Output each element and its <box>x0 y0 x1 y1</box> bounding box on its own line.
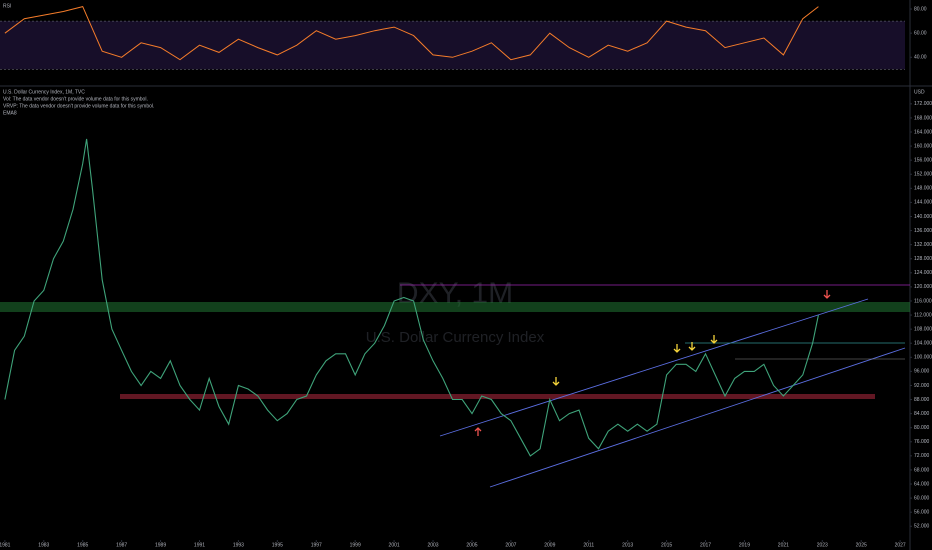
y-tick-label: 52.000 <box>914 524 930 530</box>
support-zone <box>0 302 910 312</box>
y-tick-label: 108.000 <box>914 326 932 332</box>
arrows <box>552 335 718 386</box>
y-tick-label: 64.000 <box>914 481 930 487</box>
y-tick-label: 80.00 <box>914 6 927 12</box>
note: VRVP: The data vendor doesn't provide vo… <box>3 103 154 109</box>
x-tick-label: 2025 <box>856 542 867 548</box>
y-tick-label: 116.000 <box>914 298 932 304</box>
support-zone <box>120 394 875 399</box>
y-tick-label: 60.00 <box>914 30 927 36</box>
x-tick-label: 1983 <box>38 542 49 548</box>
x-tick-label: 2001 <box>389 542 400 548</box>
x-tick-label: 2019 <box>739 542 750 548</box>
watermark-subtitle: U.S. Dollar Currency Index <box>366 329 545 346</box>
x-tick-label: 2009 <box>544 542 555 548</box>
arrows <box>474 290 831 436</box>
x-tick-label: 1999 <box>350 542 361 548</box>
y-tick-label: 120.000 <box>914 284 932 290</box>
y-tick-label: 60.000 <box>914 495 930 501</box>
x-tick-label: 1991 <box>194 542 205 548</box>
y-tick-label: 168.000 <box>914 115 932 121</box>
y-tick-label: 88.000 <box>914 397 930 403</box>
y-tick-label: 76.000 <box>914 439 930 445</box>
x-tick-label: 1987 <box>116 542 127 548</box>
indicator-label: RSI <box>3 3 11 9</box>
y-tick-label: 72.000 <box>914 453 930 459</box>
series-line <box>4 6 819 61</box>
x-tick-label: 2007 <box>505 542 516 548</box>
y-tick-label: 148.000 <box>914 186 932 192</box>
y-tick-label: 84.000 <box>914 411 930 417</box>
channel-line <box>439 298 869 437</box>
note: Vol: The data vendor doesn't provide vol… <box>3 96 148 102</box>
x-tick-label: 2003 <box>427 542 438 548</box>
currency-label: USD <box>914 89 925 95</box>
y-tick-label: 40.00 <box>914 55 927 61</box>
x-tick-label: 1997 <box>311 542 322 548</box>
x-tick-label: 2027 <box>895 542 906 548</box>
note: EMA8 <box>3 110 17 116</box>
x-tick-label: 2017 <box>700 542 711 548</box>
x-tick-label: 1985 <box>77 542 88 548</box>
x-tick-label: 2021 <box>778 542 789 548</box>
y-tick-label: 104.000 <box>914 341 932 347</box>
x-tick-label: 2013 <box>622 542 633 548</box>
x-tick-label: 1989 <box>155 542 166 548</box>
y-tick-label: 132.000 <box>914 242 932 248</box>
y-tick-label: 160.000 <box>914 143 932 149</box>
y-tick-label: 68.000 <box>914 467 930 473</box>
y-tick-label: 172.000 <box>914 101 932 107</box>
y-tick-label: 144.000 <box>914 200 932 206</box>
x-tick-label: 2015 <box>661 542 672 548</box>
y-tick-label: 128.000 <box>914 256 932 262</box>
y-tick-label: 80.000 <box>914 425 930 431</box>
y-tick-label: 96.000 <box>914 369 930 375</box>
y-tick-label: 124.000 <box>914 270 932 276</box>
channel-line <box>489 347 906 488</box>
y-tick-label: 136.000 <box>914 228 932 234</box>
x-tick-label: 1981 <box>0 542 11 548</box>
y-tick-label: 100.000 <box>914 355 932 361</box>
y-tick-label: 152.000 <box>914 172 932 178</box>
y-tick-label: 140.000 <box>914 214 932 220</box>
x-tick-label: 2023 <box>817 542 828 548</box>
x-tick-label: 1995 <box>272 542 283 548</box>
rsi-band <box>0 21 905 70</box>
y-tick-label: 92.000 <box>914 383 930 389</box>
series-line <box>4 138 819 457</box>
x-tick-label: 2005 <box>466 542 477 548</box>
x-tick-label: 1993 <box>233 542 244 548</box>
y-tick-label: 164.000 <box>914 129 932 135</box>
y-tick-label: 112.000 <box>914 312 932 318</box>
symbol-label: U.S. Dollar Currency Index, 1M, TVC <box>3 89 85 95</box>
y-tick-label: 56.000 <box>914 510 930 516</box>
x-tick-label: 2011 <box>583 542 594 548</box>
y-tick-label: 156.000 <box>914 157 932 163</box>
